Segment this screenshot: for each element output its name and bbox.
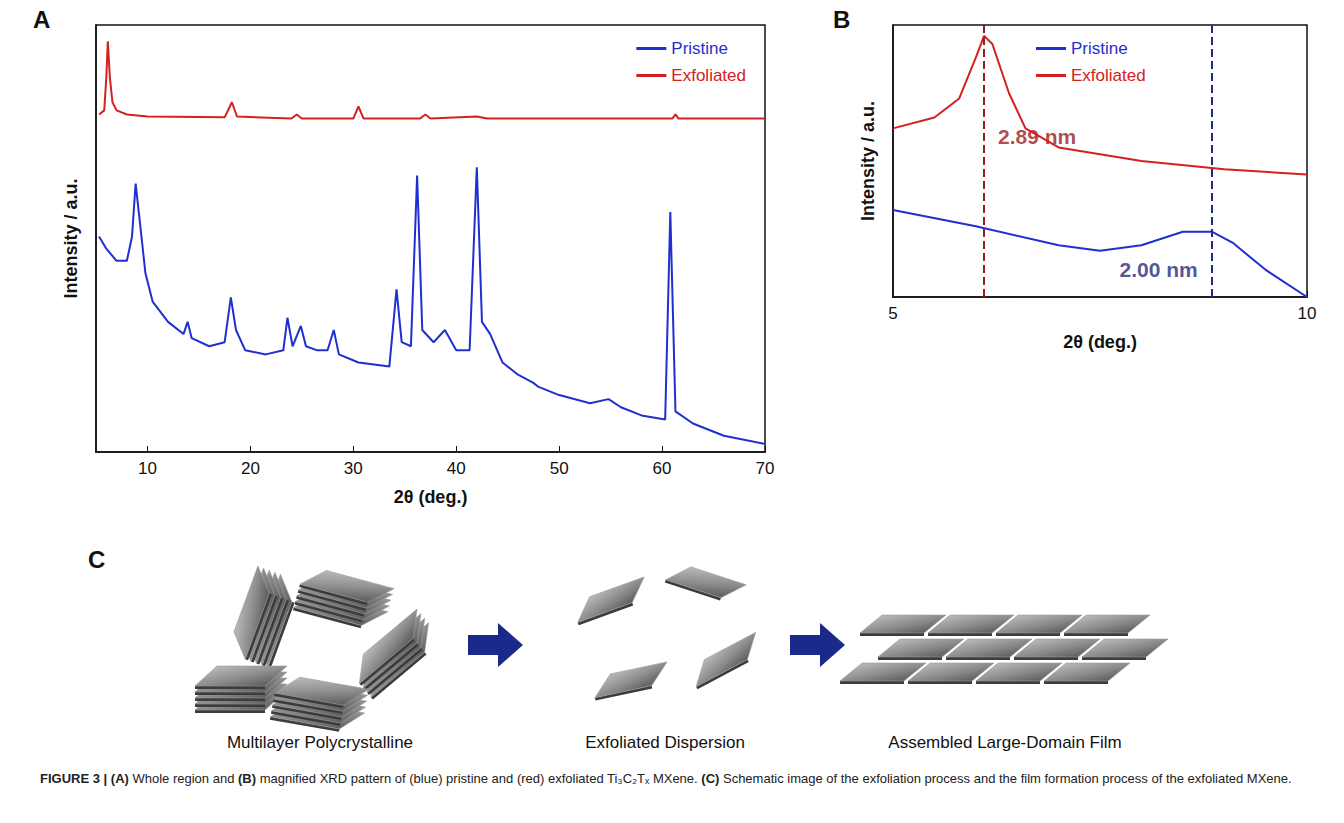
svg-text:A: A — [33, 6, 50, 33]
svg-text:20: 20 — [241, 459, 260, 478]
svg-text:C: C — [88, 546, 105, 573]
svg-text:Exfoliated: Exfoliated — [1071, 66, 1146, 85]
svg-text:Pristine: Pristine — [1071, 39, 1128, 58]
svg-text:Exfoliated: Exfoliated — [671, 66, 746, 85]
svg-text:Assembled Large-Domain Film: Assembled Large-Domain Film — [888, 733, 1121, 752]
svg-text:Exfoliated Dispersion: Exfoliated Dispersion — [585, 733, 745, 752]
svg-text:70: 70 — [756, 459, 775, 478]
svg-text:10: 10 — [138, 459, 157, 478]
svg-text:Intensity / a.u.: Intensity / a.u. — [858, 101, 878, 221]
svg-text:2θ (deg.): 2θ (deg.) — [1063, 332, 1137, 352]
svg-text:Multilayer Polycrystalline: Multilayer Polycrystalline — [227, 733, 413, 752]
svg-text:Intensity / a.u.: Intensity / a.u. — [61, 178, 81, 298]
svg-text:2θ (deg.): 2θ (deg.) — [394, 487, 468, 507]
svg-text:5: 5 — [888, 304, 897, 323]
svg-text:10: 10 — [1298, 304, 1317, 323]
svg-text:30: 30 — [344, 459, 363, 478]
svg-text:2.89 nm: 2.89 nm — [998, 125, 1076, 148]
svg-text:60: 60 — [653, 459, 672, 478]
svg-text:2.00 nm: 2.00 nm — [1120, 258, 1198, 281]
svg-text:B: B — [833, 6, 850, 33]
svg-text:40: 40 — [447, 459, 466, 478]
svg-text:Pristine: Pristine — [671, 39, 728, 58]
html-text:FIGURE 3 | (A) Whole region an: FIGURE 3 | (A) Whole region and (B) magn… — [40, 771, 1292, 786]
svg-text:50: 50 — [550, 459, 569, 478]
